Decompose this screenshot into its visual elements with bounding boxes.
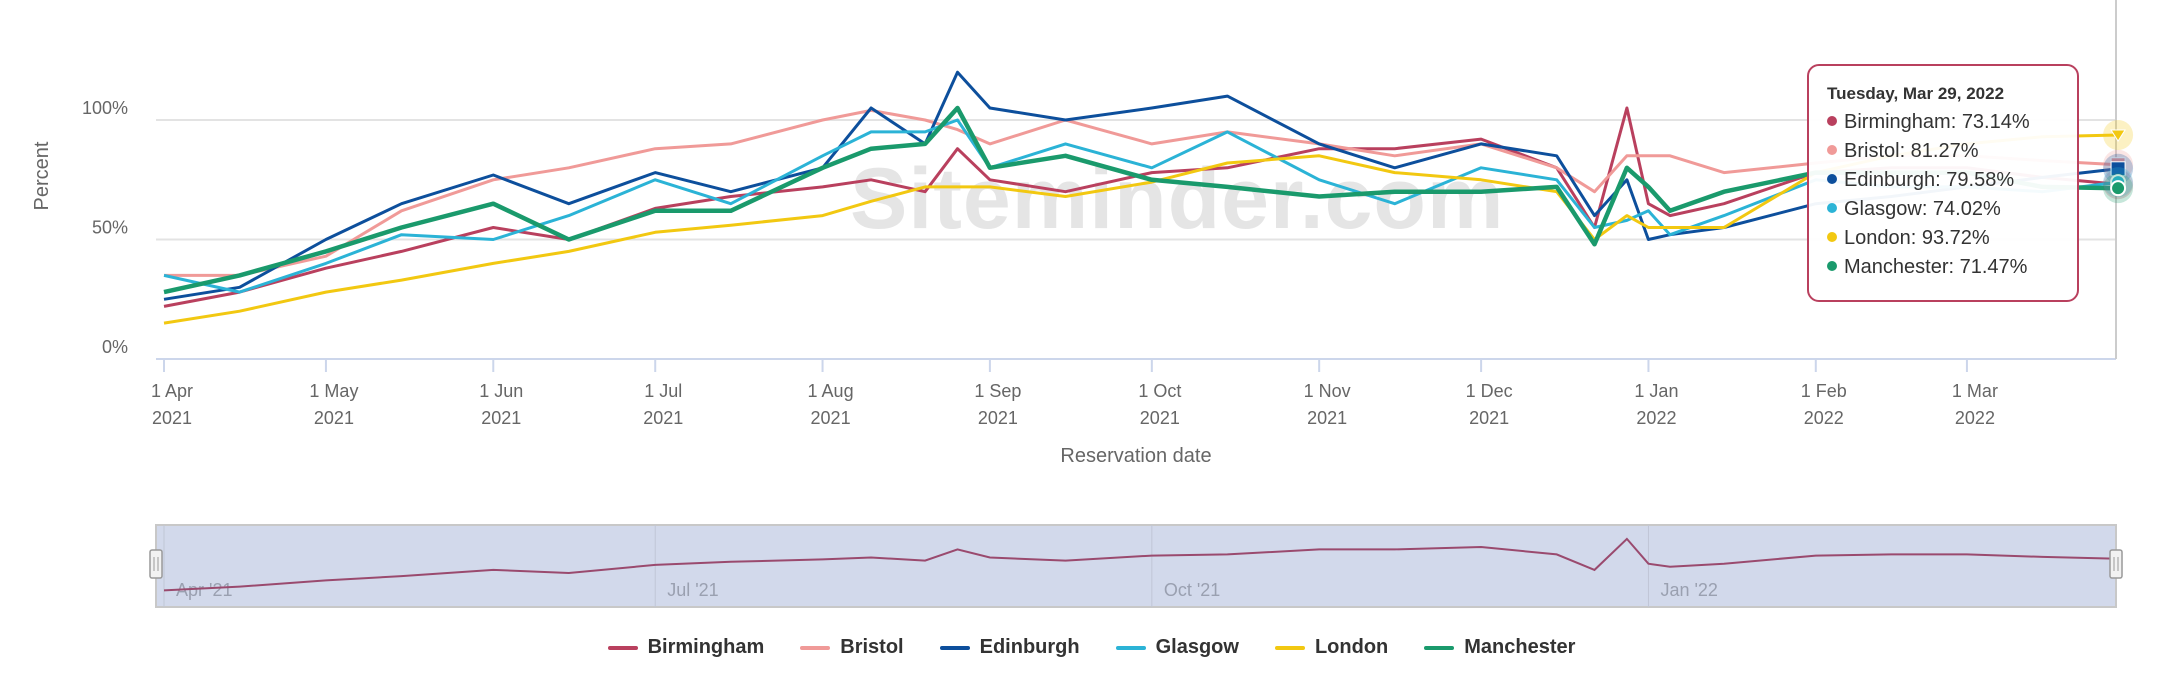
navigator-right-handle[interactable] [2109,549,2123,579]
legend-line-icon [1115,645,1146,650]
tooltip-row-birmingham: Birmingham: 73.14% [1827,108,2077,137]
legend-line-icon [1274,645,1305,650]
y-axis-title: Percent [31,141,53,210]
tooltip-value: Edinburgh: 79.58% [1844,169,2015,191]
series-dot-icon [1827,116,1837,126]
series-group [163,70,2119,325]
series-line-bristol [164,108,2119,277]
tooltip-value: Glasgow: 74.02% [1844,198,2001,220]
tooltip-row-london: London: 93.72% [1827,224,2077,253]
x-axis: 1 Apr 2021 1 May 2021 1 Jun 2021 1 Jul 2021 1 Au… [151,359,1998,428]
navigator-left-handle[interactable] [149,549,163,579]
x-tick-label: 2021 [643,408,683,428]
x-tick-label: 1 Jul [644,381,682,401]
legend-item-glasgow[interactable]: Glasgow [1115,636,1239,659]
navigator-label: Apr '21 [176,580,232,600]
navigator: Apr '21 Jul '21 Oct '21 Jan '22 [149,524,2123,608]
x-tick-label: 1 May [309,381,358,401]
tooltip-value: Bristol: 81.27% [1844,140,1979,162]
x-axis-title: Reservation date [1060,445,1211,467]
series-dot-icon [1827,174,1837,184]
y-tick-label: 50% [92,218,128,238]
x-tick-label: 2021 [1140,408,1180,428]
navigator-selection [155,524,2117,608]
x-tick-label: 1 Apr [151,381,193,401]
legend-label: London [1314,636,1389,658]
y-tick-label: 0% [102,337,128,357]
legend-label: Manchester [1464,636,1576,658]
legend-label: Edinburgh [979,636,1080,658]
x-tick-label: 2021 [811,408,851,428]
x-tick-label: 2022 [1804,408,1844,428]
legend-label: Birmingham [647,636,765,658]
x-tick-label: 1 Jan [1634,381,1678,401]
x-tick-label: 1 Feb [1801,381,1847,401]
navigator-label: Jan '22 [1660,580,1717,600]
x-tick-label: 2021 [314,408,354,428]
series-line-glasgow [163,118,2119,294]
series-dot-icon [1827,232,1837,242]
legend-line-icon [800,645,831,650]
tooltip-row-bristol: Bristol: 81.27% [1827,137,2077,166]
legend: Birmingham Bristol Edinburgh Glasgow Lon… [0,636,2183,659]
series-line-edinburgh [163,70,2119,301]
x-tick-label: 2021 [152,408,192,428]
tooltip-row-edinburgh: Edinburgh: 79.58% [1827,166,2077,195]
x-tick-label: 1 Dec [1466,381,1513,401]
navigator-label: Oct '21 [1164,580,1220,600]
tooltip: Tuesday, Mar 29, 2022 Birmingham: 73.14%… [1807,64,2079,302]
legend-item-birmingham[interactable]: Birmingham [607,636,765,659]
legend-item-bristol[interactable]: Bristol [800,636,904,659]
tooltip-title: Tuesday, Mar 29, 2022 [1827,84,2005,103]
series-line-manchester [163,105,2119,295]
legend-item-manchester[interactable]: Manchester [1424,636,1575,659]
x-tick-label: 2022 [1636,408,1676,428]
tooltip-value: Manchester: 71.47% [1844,256,2028,278]
y-axis: 0% 50% 100% [82,98,128,357]
legend-label: Bristol [840,636,904,658]
series-dot-icon [1827,203,1837,213]
x-tick-label: 2021 [1469,408,1509,428]
tooltip-row-glasgow: Glasgow: 74.02% [1827,195,2077,224]
legend-item-london[interactable]: London [1274,636,1389,659]
circle-marker-manchester [2110,180,2127,197]
legend-line-icon [607,645,638,650]
navigator-series-line [163,537,2119,592]
tooltip-row-manchester: Manchester: 71.47% [1827,253,2077,282]
x-tick-label: 2021 [481,408,521,428]
series-line-london [163,133,2119,325]
x-tick-label: 2021 [1307,408,1347,428]
x-tick-label: 2021 [978,408,1018,428]
x-tick-label: 1 Aug [808,381,854,401]
x-tick-label: 1 Nov [1304,381,1351,401]
series-dot-icon [1827,261,1837,271]
tooltip-value: Birmingham: 73.14% [1844,111,2030,133]
x-tick-label: 1 Mar [1952,381,1998,401]
legend-item-edinburgh[interactable]: Edinburgh [939,636,1080,659]
x-tick-label: 2022 [1955,408,1995,428]
legend-label: Glasgow [1155,636,1239,658]
x-tick-label: 1 Jun [479,381,523,401]
hover-markers [2103,120,2134,204]
series-dot-icon [1827,145,1837,155]
triangle-marker-icon [2110,129,2126,142]
x-tick-label: 1 Oct [1138,381,1181,401]
legend-line-icon [939,645,970,650]
x-tick-label: 1 Sep [974,381,1021,401]
y-tick-label: 100% [82,98,128,118]
navigator-label: Jul '21 [667,580,718,600]
legend-line-icon [1424,645,1455,650]
series-line-birmingham [163,106,2119,308]
tooltip-value: London: 93.72% [1844,227,1990,249]
